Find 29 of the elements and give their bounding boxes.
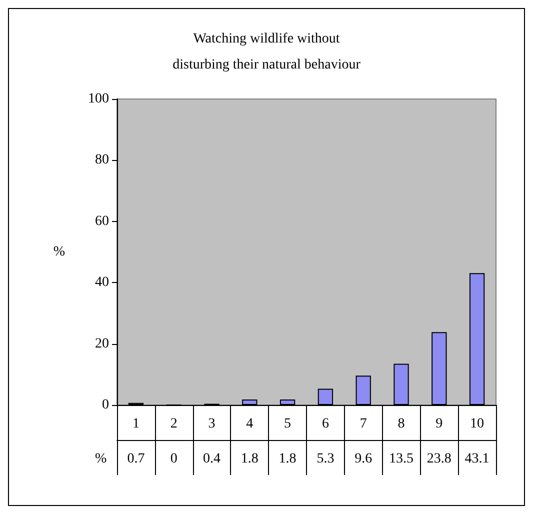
y-tick-label: 0 [102, 398, 109, 412]
x-tick-label: 1 [132, 416, 140, 432]
x-tick-label: 3 [208, 416, 216, 432]
data-label: 0 [170, 452, 178, 466]
data-label: 0.4 [203, 452, 220, 466]
x-tick-label: 2 [170, 416, 178, 432]
data-label: 1.8 [240, 452, 258, 466]
data-label: 5.3 [316, 452, 334, 466]
x-tick-label: 7 [360, 416, 367, 432]
x-tick-label: 10 [470, 416, 484, 432]
data-label: 13.5 [389, 452, 414, 466]
text: % [95, 452, 107, 466]
x-tick-label: 9 [436, 416, 443, 432]
y-tick-label: 80 [95, 152, 109, 168]
y-axis-title: % [53, 244, 66, 260]
y-tick-label: 100 [88, 92, 109, 106]
x-tick-label: 5 [284, 416, 292, 432]
y-tick-label: 20 [95, 336, 109, 352]
x-tick-label: 8 [398, 416, 405, 432]
y-tick-label: 40 [95, 275, 109, 290]
data-label: 43.1 [464, 452, 490, 466]
x-tick-label: 4 [246, 416, 254, 432]
data-label: 23.8 [426, 452, 452, 466]
x-tick-label: 6 [322, 416, 329, 432]
data-label: 9.6 [354, 452, 372, 466]
chart-title: Watching wildlife without disturbing their natural behaviour [172, 32, 361, 72]
y-tick-label: 60 [95, 214, 109, 229]
data-label: 0.7 [127, 452, 145, 466]
data-label: 1.8 [278, 452, 296, 466]
